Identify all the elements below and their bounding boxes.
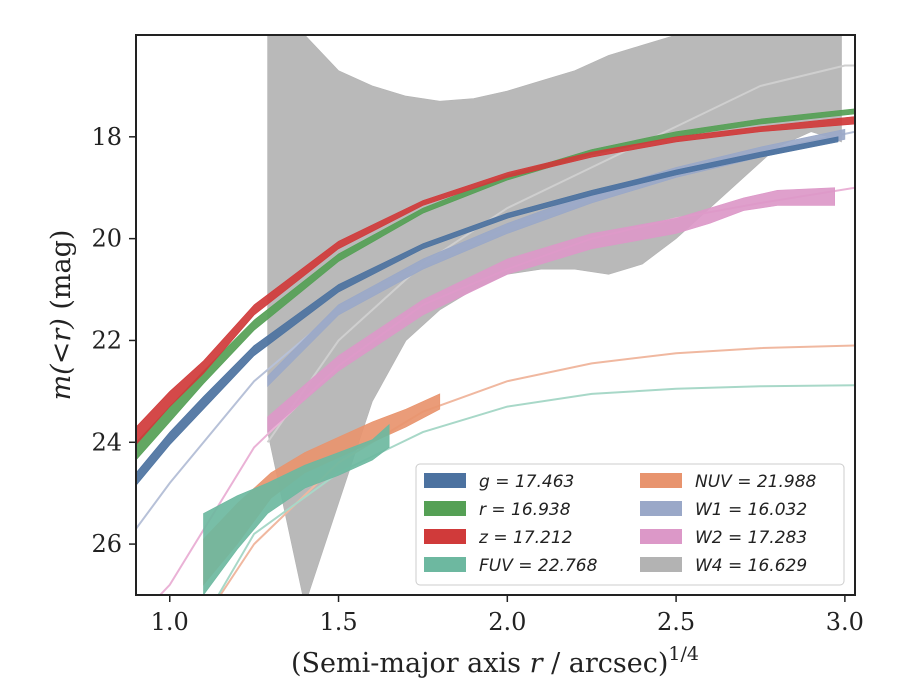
series-line-fuv-model (217, 384, 855, 595)
y-tick-label: 20 (91, 225, 122, 253)
series-band-r (136, 108, 855, 461)
legend-box (415, 463, 845, 586)
x-tick-label: 1.5 (319, 608, 357, 636)
legend-swatch-w4 (640, 557, 682, 572)
x-tick-label: 1.0 (151, 608, 189, 636)
legend-label-g: g = 17.463 (479, 472, 574, 492)
legend-label-r: r = 16.938 (479, 500, 571, 520)
y-tick-label: 24 (91, 428, 122, 456)
plot-frame (135, 34, 856, 596)
series-band-g (136, 136, 839, 486)
legend-label-nuv: NUV = 21.988 (695, 472, 817, 492)
series-layer (136, 35, 855, 595)
legend-label-z: z = 17.212 (478, 528, 572, 548)
legend-label-w2: W2 = 17.283 (695, 528, 807, 548)
x-tick-label: 2.5 (657, 608, 695, 636)
series-line-nuv-model (219, 344, 855, 595)
legend-swatch-z (424, 529, 466, 544)
y-axis-label: m(<r) (mag) (46, 230, 77, 401)
ticks-layer: 1.0 1.5 2.0 2.5 3.0 18 20 22 24 26 (91, 123, 864, 636)
series-band-w4 (267, 35, 842, 595)
series-band-z (136, 116, 855, 446)
legend-swatch-g (424, 473, 466, 488)
legend-swatch-nuv (640, 473, 682, 488)
legend-swatch-w2 (640, 529, 682, 544)
legend: g = 17.463 r = 16.938 z = 17.212 FUV = 22.7… (415, 463, 845, 586)
y-tick-label: 22 (91, 326, 122, 354)
legend-swatch-fuv (424, 557, 466, 572)
series-band-w1 (267, 128, 846, 388)
series-line-w4-model (266, 64, 855, 443)
y-tick-label: 18 (91, 123, 122, 151)
y-tick-label: 26 (91, 530, 122, 558)
x-tick-label: 3.0 (826, 608, 864, 636)
legend-label-w4: W4 = 16.629 (695, 556, 807, 576)
legend-label-fuv: FUV = 22.768 (479, 556, 598, 576)
x-tick-label: 2.0 (488, 608, 526, 636)
legend-swatch-w1 (640, 501, 682, 516)
series-band-fuv (203, 423, 390, 595)
x-axis-label: (Semi-major axis r / arcsec)1/4 (291, 643, 699, 679)
legend-swatch-r (424, 501, 466, 516)
series-band-w2 (267, 187, 835, 433)
legend-label-w1: W1 = 16.032 (695, 500, 807, 520)
